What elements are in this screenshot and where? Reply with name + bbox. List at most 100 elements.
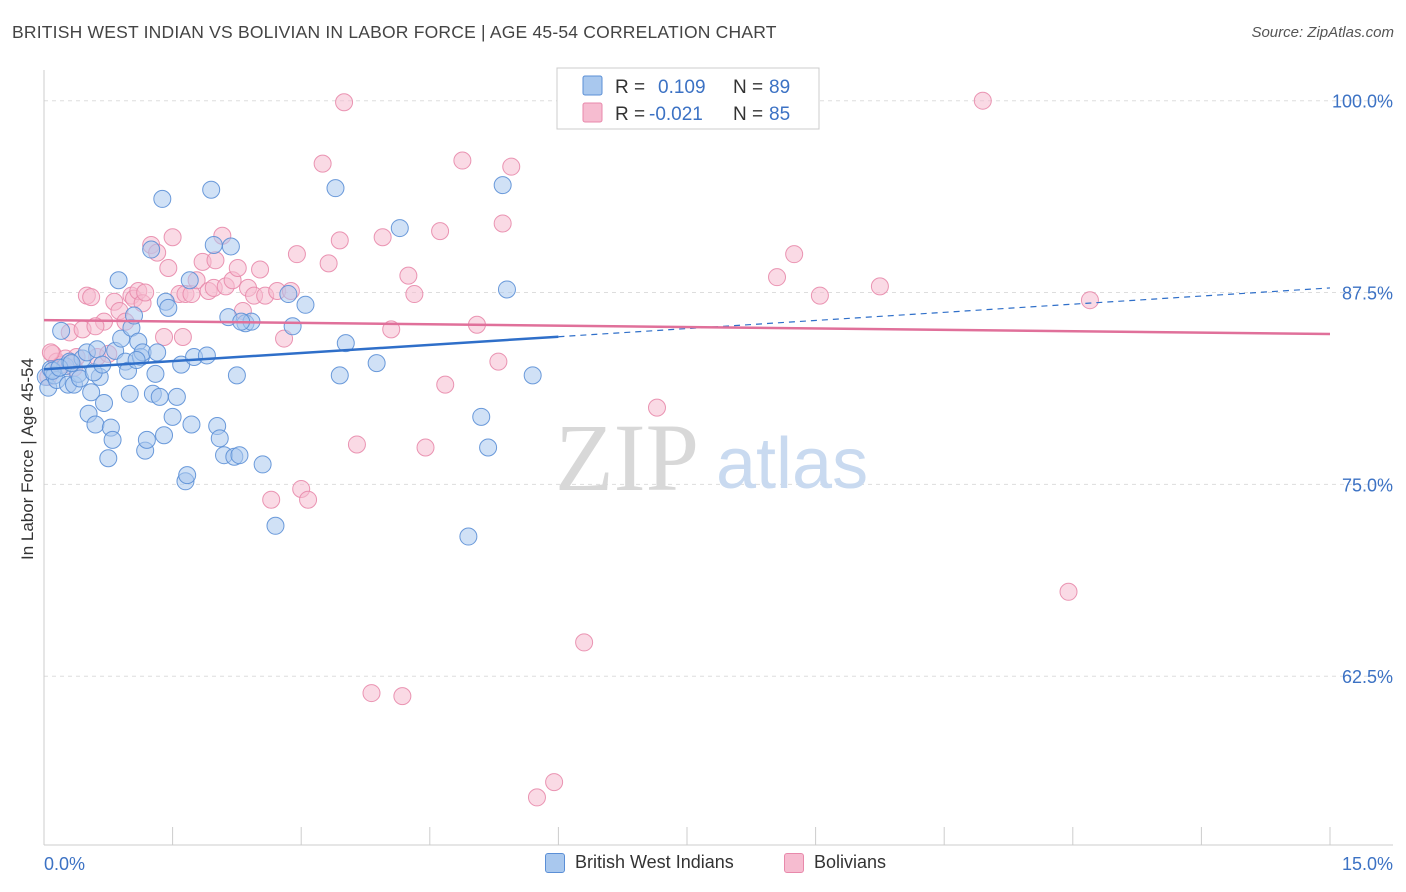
- bottom-legend-label-british: British West Indians: [575, 852, 734, 872]
- british-point: [178, 466, 197, 485]
- british-point: [148, 343, 167, 362]
- y-axis-title: In Labor Force | Age 45-54: [18, 358, 37, 560]
- bottom-legend-swatch-british: [545, 852, 565, 873]
- bolivian-point: [335, 93, 354, 112]
- bolivian-point: [405, 285, 424, 304]
- british-point: [367, 354, 386, 373]
- bolivian-point: [575, 633, 594, 652]
- bolivian-point: [527, 788, 546, 807]
- british-point: [197, 346, 216, 365]
- bolivian-point: [313, 154, 332, 173]
- bolivian-point: [870, 277, 889, 296]
- legend-r-value-bolivian: -0.021: [649, 104, 703, 125]
- watermark-zip: ZIP: [555, 404, 699, 511]
- bolivian-point: [155, 328, 174, 347]
- british-point: [163, 407, 182, 426]
- british-point: [167, 387, 186, 406]
- british-point: [137, 430, 156, 449]
- trend-lines: [43, 287, 1331, 371]
- british-point: [230, 446, 249, 465]
- watermark-atlas: atlas: [716, 424, 868, 504]
- bolivian-point: [86, 317, 105, 336]
- bolivian-point: [810, 286, 829, 305]
- bolivian-point: [768, 268, 787, 287]
- bolivian-point: [1080, 291, 1099, 310]
- bolivian-point: [275, 329, 294, 348]
- british-point: [497, 280, 516, 299]
- legend-box: R = 0.109 N = 89 R = -0.021 N = 85: [556, 67, 820, 130]
- bolivian-point: [399, 266, 418, 285]
- bolivian-point: [173, 328, 192, 347]
- british-point: [146, 364, 165, 383]
- british-point: [150, 387, 169, 406]
- bolivian-point: [228, 258, 247, 277]
- british-point: [120, 384, 139, 403]
- y-tick-label: 62.5%: [1342, 667, 1393, 687]
- bottom-legend-item-british: British West Indians: [545, 852, 734, 873]
- british-point: [159, 298, 178, 317]
- legend-n-value-british: 89: [769, 77, 790, 98]
- british-point: [103, 430, 122, 449]
- legend-n-label: N =: [733, 77, 763, 98]
- y-tick-labels: 62.5% 75.0% 87.5% 100.0%: [1332, 92, 1393, 687]
- british-point: [204, 235, 223, 254]
- british-point: [296, 295, 315, 314]
- british-point: [459, 527, 478, 546]
- bolivian-point: [436, 375, 455, 394]
- british-point: [326, 179, 345, 198]
- british-point: [472, 407, 491, 426]
- bolivian-point: [431, 222, 450, 241]
- axes: [43, 70, 1393, 846]
- x-tick-labels: 0.0% 15.0%: [44, 854, 1393, 874]
- bolivian-point: [299, 490, 318, 509]
- british-point: [221, 237, 240, 256]
- british-point: [523, 366, 542, 385]
- british-point: [109, 271, 128, 290]
- british-point: [336, 334, 355, 353]
- british-point: [479, 438, 498, 457]
- bolivian-point: [502, 157, 521, 176]
- bolivian-point: [489, 352, 508, 371]
- british-point: [390, 219, 409, 238]
- x-tick-label: 15.0%: [1342, 854, 1393, 874]
- british-point: [330, 366, 349, 385]
- x-tick-label: 0.0%: [44, 854, 85, 874]
- bolivian-point: [319, 254, 338, 273]
- british-point: [202, 180, 221, 199]
- british-point: [266, 516, 285, 535]
- bolivian-point: [330, 231, 349, 250]
- british-point: [182, 415, 201, 434]
- bolivian-point: [453, 151, 472, 170]
- chart-title: BRITISH WEST INDIAN VS BOLIVIAN IN LABOR…: [12, 22, 777, 42]
- y-tick-label: 87.5%: [1342, 284, 1393, 304]
- british-trend-extension: [558, 287, 1331, 338]
- british-point: [279, 285, 298, 304]
- legend-n-label: N =: [733, 104, 763, 125]
- legend-r-value-british: 0.109: [658, 77, 706, 98]
- bolivian-point: [647, 398, 666, 417]
- british-point: [125, 306, 144, 325]
- british-point: [227, 366, 246, 385]
- bolivian-point: [362, 684, 381, 703]
- bottom-legend-swatch-bolivian: [784, 852, 804, 873]
- bolivian-point: [159, 258, 178, 277]
- british-point: [52, 321, 71, 340]
- legend-swatch-british: [582, 75, 603, 96]
- bolivian-point: [262, 490, 281, 509]
- british-point: [127, 351, 146, 370]
- bolivian-point: [82, 288, 101, 307]
- bolivian-point: [545, 773, 564, 792]
- bottom-legend-item-bolivian: Bolivians: [784, 852, 886, 873]
- bolivian-point: [1059, 582, 1078, 601]
- bolivian-point: [136, 283, 155, 302]
- british-trend-line: [43, 335, 559, 371]
- legend-swatch-bolivian: [582, 102, 603, 123]
- bolivian-point: [373, 228, 392, 247]
- legend-r-label: R =: [615, 104, 645, 125]
- british-point: [99, 449, 118, 468]
- bolivian-point: [251, 260, 270, 279]
- bolivian-point: [416, 438, 435, 457]
- british-point: [493, 176, 512, 195]
- british-point: [82, 383, 101, 402]
